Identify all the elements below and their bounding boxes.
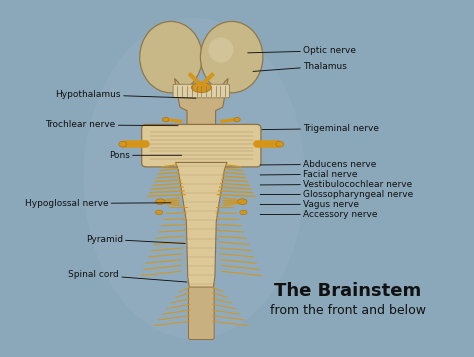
Ellipse shape	[191, 82, 211, 92]
Ellipse shape	[276, 141, 284, 147]
Ellipse shape	[238, 199, 247, 205]
Text: Thalamus: Thalamus	[253, 61, 347, 71]
Text: Trigeminal nerve: Trigeminal nerve	[262, 124, 379, 133]
Text: Hypothalamus: Hypothalamus	[55, 90, 196, 99]
Ellipse shape	[201, 21, 263, 93]
Ellipse shape	[234, 117, 240, 122]
FancyBboxPatch shape	[173, 84, 229, 98]
Text: Glossopharyngeal nerve: Glossopharyngeal nerve	[260, 190, 413, 199]
FancyBboxPatch shape	[142, 125, 261, 167]
Text: Trochlear nerve: Trochlear nerve	[46, 120, 178, 130]
Text: Accessory nerve: Accessory nerve	[260, 210, 378, 219]
Ellipse shape	[155, 210, 163, 215]
Polygon shape	[175, 162, 227, 294]
Text: Vagus nerve: Vagus nerve	[260, 200, 359, 209]
Text: Vestibulocochlear nerve: Vestibulocochlear nerve	[260, 180, 412, 189]
Ellipse shape	[83, 18, 305, 339]
Ellipse shape	[209, 37, 233, 62]
Text: Pons: Pons	[109, 151, 182, 160]
Text: Optic nerve: Optic nerve	[248, 46, 356, 55]
Ellipse shape	[155, 199, 165, 205]
Text: Hypoglossal nerve: Hypoglossal nerve	[25, 199, 171, 208]
Text: Pyramid: Pyramid	[86, 235, 185, 244]
Polygon shape	[174, 79, 228, 129]
Text: Abducens nerve: Abducens nerve	[260, 160, 376, 169]
Text: Facial nerve: Facial nerve	[260, 170, 357, 179]
Ellipse shape	[240, 210, 247, 215]
FancyBboxPatch shape	[189, 287, 214, 340]
Ellipse shape	[163, 117, 169, 122]
Ellipse shape	[119, 141, 127, 147]
Text: Spinal cord: Spinal cord	[68, 270, 187, 282]
FancyBboxPatch shape	[55, 0, 419, 357]
Text: The Brainstem: The Brainstem	[274, 282, 421, 300]
Text: from the front and below: from the front and below	[270, 304, 426, 317]
Ellipse shape	[140, 21, 202, 93]
